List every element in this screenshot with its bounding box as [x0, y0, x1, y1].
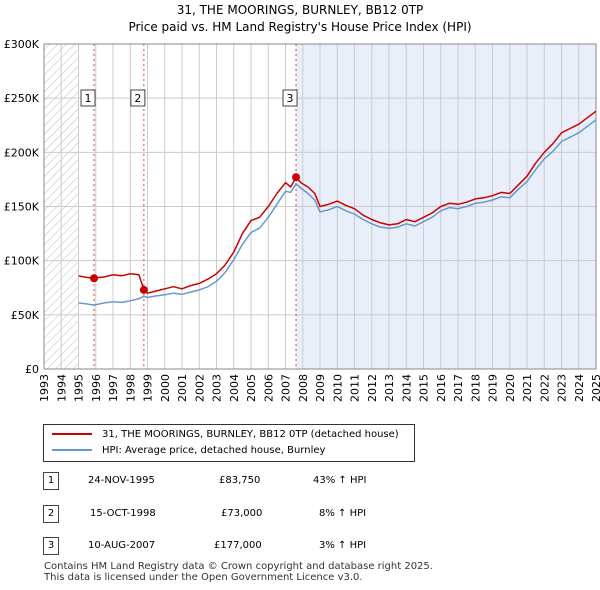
sale-hpi-diff: 3% ↑ HPI: [319, 540, 367, 551]
plot-frame: [43, 43, 597, 370]
x-tick-label: 2016: [435, 374, 448, 402]
x-tick-label: 2015: [418, 374, 431, 402]
x-tick-label: 1999: [142, 374, 155, 402]
x-tick-label: 2000: [159, 374, 172, 402]
sale-hpi-diff: 8% ↑ HPI: [319, 508, 367, 519]
sale-date: 15-OCT-1998: [90, 508, 156, 519]
x-tick-label: 1998: [124, 374, 137, 402]
sale-row: 1 24-NOV-1995 £83,750 43% ↑ HPI: [43, 472, 443, 490]
legend-swatch-price: [52, 433, 92, 435]
x-tick-label: 2001: [176, 374, 189, 402]
x-tick-label: 2002: [193, 374, 206, 402]
y-tick-label: £200K: [4, 146, 40, 159]
x-tick-label: 2010: [331, 374, 344, 402]
x-tick-label: 1994: [55, 374, 68, 402]
x-tick-label: 2023: [556, 374, 569, 402]
chart-title: 31, THE MOORINGS, BURNLEY, BB12 0TP Pric…: [0, 2, 600, 36]
sale-number-badge: 1: [43, 472, 59, 490]
sale-number-badge: 2: [43, 505, 59, 523]
footer-line1: Contains HM Land Registry data © Crown c…: [44, 561, 433, 572]
y-tick-label: £250K: [4, 92, 40, 105]
x-tick-label: 1996: [90, 374, 103, 402]
chart-title-line2: Price paid vs. HM Land Registry's House …: [128, 20, 472, 34]
y-tick-label: £100K: [4, 255, 40, 268]
sale-row: 2 15-OCT-1998 £73,000 8% ↑ HPI: [43, 505, 443, 523]
legend-swatch-hpi: [52, 449, 92, 451]
x-tick-label: 2019: [487, 374, 500, 402]
sale-price: £73,000: [221, 508, 263, 519]
x-tick-label: 2022: [538, 374, 551, 402]
x-tick-label: 2021: [521, 374, 534, 402]
sale-hpi-diff: 43% ↑ HPI: [313, 475, 367, 486]
sale-price: £177,000: [214, 540, 262, 551]
x-tick-label: 2003: [211, 374, 224, 402]
footer-attribution: Contains HM Land Registry data © Crown c…: [44, 561, 433, 583]
price-paid-line: [78, 110, 597, 294]
sale-date: 24-NOV-1995: [88, 475, 155, 486]
chart-legend: 31, THE MOORINGS, BURNLEY, BB12 0TP (det…: [43, 424, 415, 462]
footer-line2: This data is licensed under the Open Gov…: [44, 572, 363, 583]
legend-label-hpi: HPI: Average price, detached house, Burn…: [102, 445, 326, 456]
x-tick-label: 1997: [107, 374, 120, 402]
y-tick-label: £0: [25, 363, 39, 376]
sale-number-badge: 3: [43, 537, 59, 555]
sale-point: [139, 285, 148, 294]
y-tick-label: £150K: [4, 201, 40, 214]
y-tick-label: £50K: [11, 309, 40, 322]
x-tick-label: 2018: [469, 374, 482, 402]
sale-label-box: [130, 89, 146, 107]
sale-point: [90, 274, 99, 283]
legend-label-price: 31, THE MOORINGS, BURNLEY, BB12 0TP (det…: [102, 429, 399, 440]
x-tick-label: 2012: [366, 374, 379, 402]
price-chart: £0 £50K £100K £150K £200K £250K £300K 1993 1994 1…: [4, 38, 600, 402]
sale-date: 10-AUG-2007: [88, 540, 156, 551]
hpi-line: [78, 119, 597, 306]
x-tick-label: 1995: [73, 374, 86, 402]
sale-label-box: [80, 89, 96, 107]
sale-label-number: 1: [85, 92, 92, 105]
legend-item-hpi: HPI: Average price, detached house, Burn…: [52, 443, 325, 459]
x-tick-label: 2025: [590, 374, 600, 402]
sale-price: £83,750: [219, 475, 261, 486]
x-tick-label: 2014: [400, 374, 413, 402]
x-tick-label: 2006: [262, 374, 275, 402]
x-tick-label: 2008: [297, 374, 310, 402]
x-tick-label: 2017: [452, 374, 465, 402]
x-tick-label: 2005: [245, 374, 258, 402]
legend-item-price: 31, THE MOORINGS, BURNLEY, BB12 0TP (det…: [52, 427, 399, 443]
x-tick-label: 2020: [504, 374, 517, 402]
x-tick-label: 2007: [280, 374, 293, 402]
x-tick-label: 2009: [314, 374, 327, 402]
sale-label-box: [282, 89, 298, 107]
sale-label-number: 3: [287, 92, 294, 105]
sale-row: 3 10-AUG-2007 £177,000 3% ↑ HPI: [43, 537, 443, 555]
y-tick-label: £300K: [4, 38, 40, 51]
x-tick-label: 2004: [228, 374, 241, 402]
sale-label-number: 2: [134, 92, 141, 105]
x-tick-label: 2024: [573, 374, 586, 402]
x-tick-label: 2011: [349, 374, 362, 402]
sale-point: [292, 173, 301, 182]
x-tick-label: 2013: [383, 374, 396, 402]
x-tick-label: 1993: [38, 374, 51, 402]
chart-title-line1: 31, THE MOORINGS, BURNLEY, BB12 0TP: [176, 3, 424, 17]
